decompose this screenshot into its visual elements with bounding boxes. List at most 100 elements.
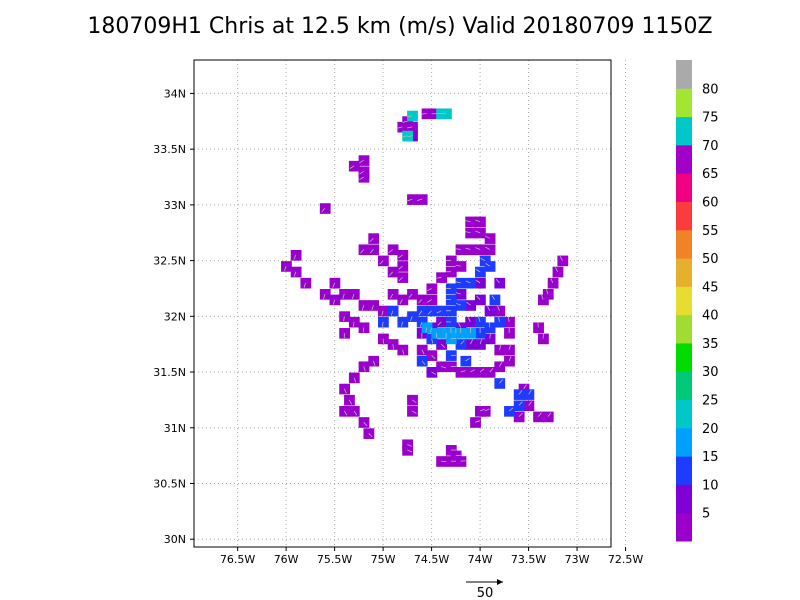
colorbar-label: 35	[702, 337, 719, 352]
data-cell	[484, 244, 496, 256]
x-tick-label: 75.5W	[317, 553, 352, 566]
wind-vector	[537, 412, 542, 417]
colorbar-label: 15	[702, 450, 719, 465]
data-cell	[474, 266, 486, 278]
wind-vector	[441, 343, 446, 348]
data-cell	[397, 261, 409, 272]
data-cell	[465, 328, 477, 339]
colorbar-label: 50	[702, 252, 719, 267]
wind-vector	[476, 295, 481, 300]
wind-vector	[499, 361, 503, 367]
wind-vector	[407, 449, 413, 453]
data-cell	[465, 339, 477, 350]
data-cell	[523, 400, 535, 412]
colorbar-label: 70	[702, 139, 719, 154]
wind-vector	[363, 366, 366, 372]
wind-vector	[369, 249, 374, 254]
wind-vector	[303, 282, 306, 288]
wind-vector	[353, 377, 357, 383]
wind-vector	[343, 388, 347, 394]
wind-vector	[293, 254, 297, 260]
wind-vector	[559, 256, 563, 261]
wind-vector	[407, 135, 413, 138]
wind-vector	[455, 281, 461, 284]
wind-vector	[465, 220, 471, 222]
data-cell	[436, 305, 447, 317]
colorbar-swatch	[676, 512, 692, 542]
wind-vector	[436, 276, 442, 279]
y-tick-label: 30N	[164, 533, 186, 546]
x-tick-label: 73.5W	[511, 553, 546, 566]
wind-vector	[323, 293, 326, 299]
data-cell	[474, 367, 486, 378]
data-cell	[494, 361, 506, 373]
data-cell	[397, 294, 409, 306]
wind-vector	[436, 310, 442, 314]
colorbar-swatch	[676, 60, 692, 89]
data-cell	[484, 333, 496, 345]
wind-vector	[485, 235, 490, 239]
data-cell	[474, 328, 486, 339]
wind-vector	[455, 248, 461, 250]
wind-vector	[518, 412, 523, 417]
colorbar-label: 30	[702, 365, 719, 380]
data-cell	[402, 116, 414, 127]
wind-vector	[479, 408, 485, 412]
data-cell	[397, 121, 409, 133]
data-cell	[504, 344, 515, 356]
colorbar: 5 10 15 20 25 30 35 40 45 50 55 60 65 70 75 80	[676, 60, 719, 542]
wind-vector	[397, 126, 403, 129]
data-cell	[387, 266, 399, 278]
wind-vector	[508, 407, 514, 412]
colorbar-swatch	[676, 371, 692, 401]
data-cell	[358, 244, 370, 256]
colorbar-swatch	[676, 399, 692, 429]
data-cell	[397, 272, 409, 283]
colorbar-swatch	[676, 116, 692, 146]
wind-vector	[418, 299, 423, 304]
data-cell	[479, 255, 491, 267]
wind-vector	[431, 338, 434, 344]
data-cell	[416, 294, 428, 306]
wind-vector	[363, 421, 368, 427]
colorbar-swatch	[676, 144, 692, 174]
wind-vector	[466, 301, 471, 306]
x-tick-label: 76.5W	[220, 553, 255, 566]
data-cell	[504, 406, 515, 417]
wind-vector	[437, 321, 442, 326]
data-cell	[426, 305, 438, 317]
wind-vector	[389, 271, 394, 276]
colorbar-swatch	[676, 456, 692, 485]
data-cell	[426, 283, 438, 295]
wind-vector	[478, 317, 481, 323]
wind-vector	[416, 198, 422, 201]
wind-vector	[419, 321, 423, 327]
colorbar-swatch	[676, 484, 692, 514]
y-axis: 30N 30.5N 31N 31.5N 32N 32.5N 33N 33.5N 34N	[153, 87, 194, 546]
data-cell	[358, 155, 370, 166]
wind-vector	[343, 316, 345, 322]
x-tick-label: 75W	[371, 553, 396, 566]
wind-vector	[382, 321, 384, 327]
data-cell	[494, 305, 506, 317]
data-cell	[460, 355, 472, 367]
wind-vector	[458, 322, 462, 328]
wind-vector	[408, 293, 413, 299]
data-cell	[538, 333, 549, 345]
wind-vector	[523, 384, 527, 389]
data-cell	[542, 411, 554, 423]
colorbar-label: 55	[702, 224, 719, 239]
y-tick-label: 31.5N	[153, 366, 186, 379]
wind-vector	[359, 159, 364, 164]
data-cell	[533, 322, 544, 334]
wind-vector	[429, 327, 432, 333]
data-cell	[465, 216, 477, 228]
wind-vector	[349, 165, 355, 169]
colorbar-swatch	[676, 229, 692, 259]
wind-vector	[368, 433, 373, 438]
wind-vector	[421, 113, 427, 115]
data-cell	[465, 244, 477, 256]
wind-vector	[489, 368, 494, 373]
wind-vector	[398, 265, 403, 270]
data-cell	[358, 166, 370, 178]
